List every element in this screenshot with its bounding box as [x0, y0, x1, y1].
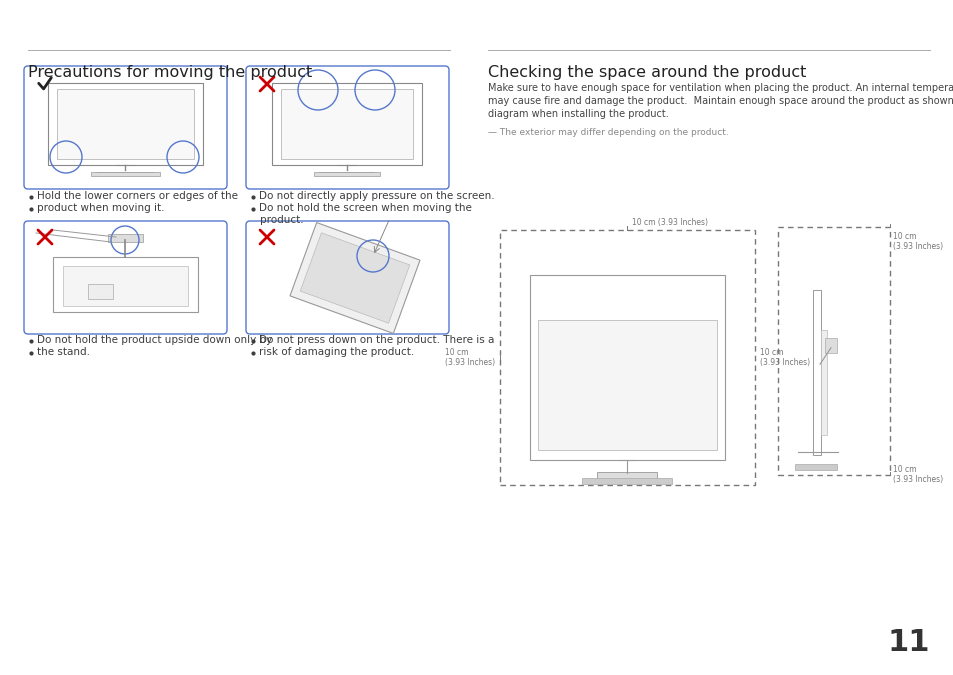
Bar	[821, 330, 826, 435]
Text: Hold the lower corners or edges of the: Hold the lower corners or edges of the	[37, 191, 237, 201]
Text: 10 cm (3.93 Inches): 10 cm (3.93 Inches)	[632, 218, 708, 227]
Bar	[597, 472, 657, 480]
Text: 10 cm
(3.93 Inches): 10 cm (3.93 Inches)	[892, 232, 943, 251]
Text: product.: product.	[260, 215, 303, 225]
Bar	[778, 227, 889, 475]
Text: 10 cm
(3.93 Inches): 10 cm (3.93 Inches)	[892, 465, 943, 485]
Text: Make sure to have enough space for ventilation when placing the product. An inte: Make sure to have enough space for venti…	[488, 83, 953, 93]
Text: product when moving it.: product when moving it.	[37, 203, 164, 213]
Bar	[48, 83, 203, 165]
Bar	[272, 83, 421, 165]
Text: Do not directly apply pressure on the screen.: Do not directly apply pressure on the sc…	[258, 191, 494, 201]
Polygon shape	[290, 223, 419, 333]
Bar	[812, 290, 821, 455]
Text: Precautions for moving the product: Precautions for moving the product	[28, 65, 312, 80]
Text: Checking the space around the product: Checking the space around the product	[488, 65, 805, 80]
Bar	[530, 275, 724, 460]
Text: 10 cm
(3.93 Inches): 10 cm (3.93 Inches)	[444, 348, 495, 367]
Text: Do not hold the product upside down only by: Do not hold the product upside down only…	[37, 335, 272, 345]
Text: may cause fire and damage the product.  Maintain enough space around the product: may cause fire and damage the product. M…	[488, 96, 953, 106]
Text: risk of damaging the product.: risk of damaging the product.	[258, 347, 414, 357]
FancyBboxPatch shape	[246, 221, 449, 334]
Bar	[581, 478, 671, 484]
Text: diagram when installing the product.: diagram when installing the product.	[488, 109, 668, 119]
Text: the stand.: the stand.	[37, 347, 90, 357]
Bar	[314, 172, 379, 176]
Bar	[57, 89, 193, 159]
Bar	[63, 266, 188, 306]
Text: — The exterior may differ depending on the product.: — The exterior may differ depending on t…	[488, 128, 728, 137]
Bar	[91, 172, 159, 176]
Text: 11: 11	[886, 628, 929, 657]
Bar	[53, 257, 198, 312]
Bar	[824, 338, 836, 353]
FancyBboxPatch shape	[24, 66, 227, 189]
Polygon shape	[300, 233, 410, 323]
Bar	[794, 464, 836, 470]
Bar	[108, 234, 143, 242]
Text: 10 cm
(3.93 Inches): 10 cm (3.93 Inches)	[760, 348, 809, 367]
Text: Do not hold the screen when moving the: Do not hold the screen when moving the	[258, 203, 472, 213]
FancyBboxPatch shape	[246, 66, 449, 189]
Text: Do not press down on the product. There is a: Do not press down on the product. There …	[258, 335, 494, 345]
Bar	[281, 89, 413, 159]
FancyBboxPatch shape	[24, 221, 227, 334]
Bar	[499, 230, 754, 485]
Bar	[88, 284, 112, 299]
Bar	[537, 320, 717, 450]
